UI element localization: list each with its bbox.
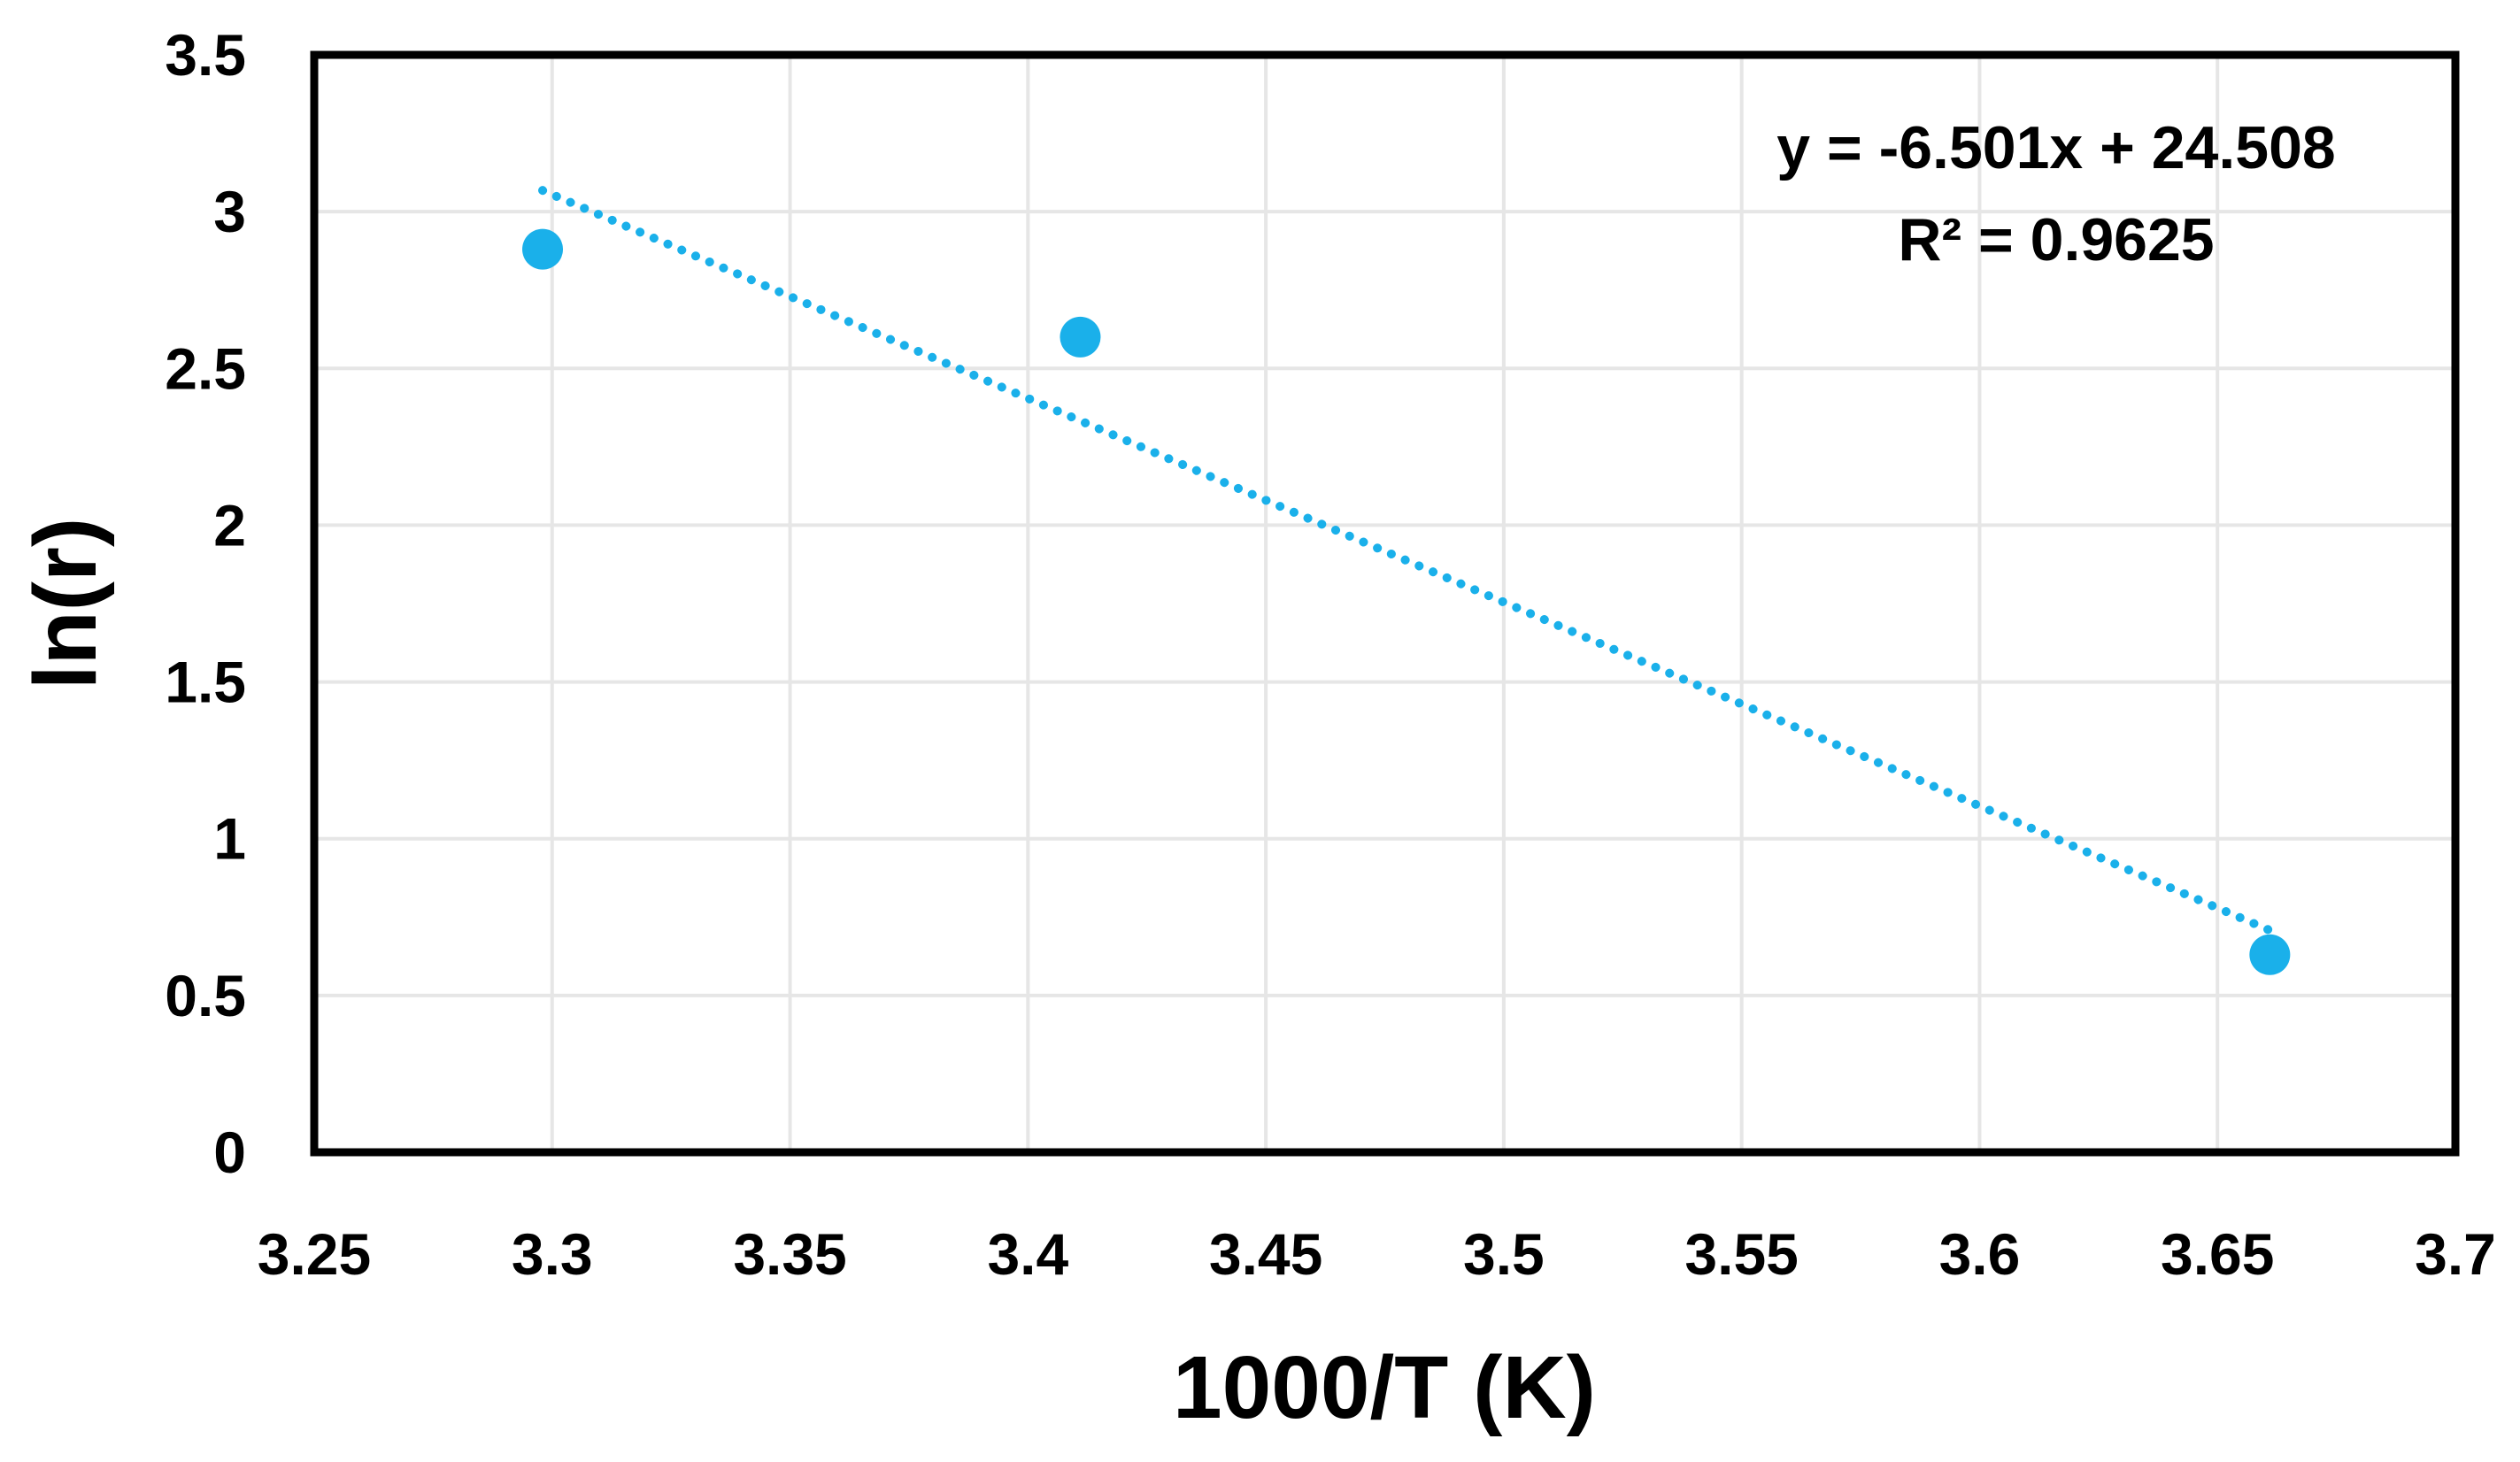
x-tick-label: 3.5 [1463, 1221, 1545, 1287]
x-tick-label: 3.65 [2161, 1221, 2274, 1287]
data-point [1060, 316, 1101, 358]
x-tick-label: 3.4 [987, 1221, 1068, 1287]
trendline-layer [538, 186, 2275, 935]
y-tick-label: 2 [213, 492, 246, 558]
data-points [522, 228, 2291, 975]
data-point [522, 228, 564, 270]
y-tick-label: 1 [213, 806, 246, 872]
y-axis-ticks: 0 0.5 1 1.5 2 2.5 3 3.5 [165, 22, 246, 1185]
x-tick-label: 3.55 [1684, 1221, 1798, 1287]
y-tick-label: 3 [213, 179, 246, 244]
x-tick-label: 3.7 [2415, 1221, 2496, 1287]
data-point [2249, 934, 2291, 975]
linear-trendline [538, 186, 2275, 935]
y-tick-label: 2.5 [165, 335, 246, 401]
x-tick-label: 3.45 [1209, 1221, 1322, 1287]
plot-area-frame [310, 50, 2460, 1157]
x-tick-label: 3.35 [733, 1221, 846, 1287]
x-tick-label: 3.6 [1939, 1221, 2021, 1287]
y-tick-label: 1.5 [165, 650, 246, 715]
x-tick-label: 3.25 [258, 1221, 371, 1287]
y-tick-label: 0.5 [165, 963, 246, 1028]
trendline-equation: y = -6.501x + 24.508 [1776, 114, 2335, 181]
trendline-r-squared: R² = 0.9625 [1898, 206, 2214, 273]
y-tick-label: 3.5 [165, 22, 246, 88]
x-axis-title: 1000/T (K) [1173, 1338, 1596, 1437]
x-tick-label: 3.3 [512, 1221, 593, 1287]
y-axis-title: ln(r) [16, 518, 115, 689]
x-axis-ticks: 3.25 3.3 3.35 3.4 3.45 3.5 3.55 3.6 3.65 3.7 [258, 1221, 2496, 1287]
y-tick-label: 0 [213, 1120, 246, 1185]
